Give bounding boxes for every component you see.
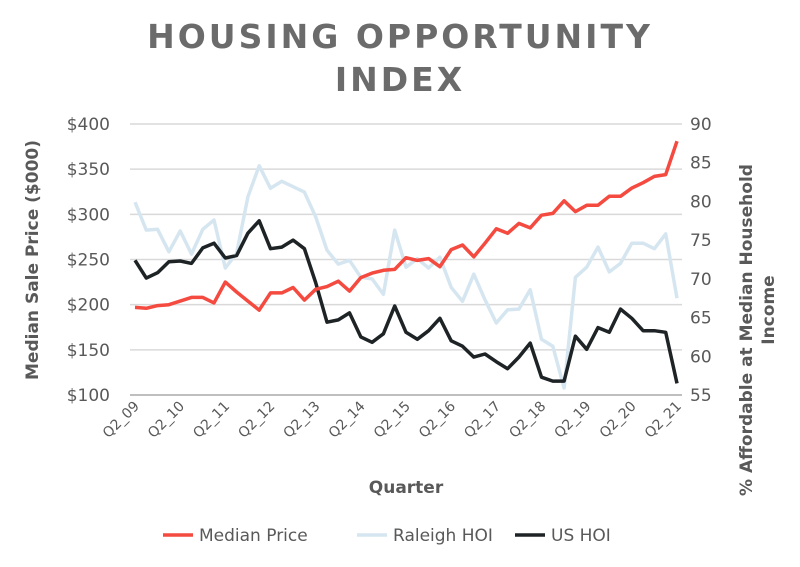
- chart-title-line-1: HOUSING OPPORTUNITY: [147, 17, 653, 56]
- y-tick-label: $400: [67, 115, 110, 135]
- x-tick-label: Q2_16: [416, 398, 459, 441]
- x-tick-label: Q2_21: [642, 399, 685, 442]
- series-line-raleigh-hoi: [133, 164, 679, 390]
- y-tick-label: $300: [67, 205, 110, 225]
- y2-tick-label: 65: [690, 309, 712, 329]
- y-tick-label: $350: [67, 160, 110, 180]
- x-tick-label: Q2_13: [281, 399, 324, 442]
- y2-tick-label: 60: [690, 347, 712, 367]
- y2-axis-label-line-1: % Affordable at Median Household: [737, 164, 757, 496]
- x-tick-label: Q2_10: [145, 399, 188, 442]
- y2-tick-label: 55: [690, 386, 712, 406]
- x-tick-label: Q2_17: [461, 399, 504, 442]
- y-tick-label: $200: [67, 296, 110, 316]
- x-tick-label: Q2_14: [326, 398, 369, 441]
- x-tick-label: Q2_12: [235, 399, 278, 442]
- x-tick-label: Q2_15: [371, 399, 414, 442]
- y-axis-label: Median Sale Price ($000): [23, 140, 43, 380]
- x-tick-label: Q2_20: [597, 399, 640, 442]
- y2-tick-label: 90: [690, 115, 712, 135]
- y2-tick-label: 85: [690, 154, 712, 174]
- legend-label: Median Price: [199, 526, 308, 546]
- legend-label: US HOI: [551, 526, 611, 546]
- y2-tick-label: 75: [690, 231, 712, 251]
- x-tick-label: Q2_11: [190, 399, 233, 442]
- series-line-us-hoi: [133, 219, 679, 384]
- y2-tick-label: 80: [690, 192, 712, 212]
- x-tick-label: Q2_19: [552, 399, 595, 442]
- legend: Median Price Raleigh HOI US HOI: [163, 526, 611, 546]
- y-tick-label: $100: [67, 386, 110, 406]
- x-tick-label: Q2_18: [506, 399, 549, 442]
- y-tick-label: $250: [67, 251, 110, 271]
- y-tick-label: $150: [67, 341, 110, 361]
- y2-axis-label-line-2: Income: [759, 275, 779, 344]
- legend-label: Raleigh HOI: [393, 526, 493, 546]
- y2-tick-label: 70: [690, 270, 712, 290]
- x-axis-label: Quarter: [369, 478, 444, 498]
- series-line-median-price: [134, 140, 679, 312]
- chart-title-line-2: INDEX: [335, 60, 465, 99]
